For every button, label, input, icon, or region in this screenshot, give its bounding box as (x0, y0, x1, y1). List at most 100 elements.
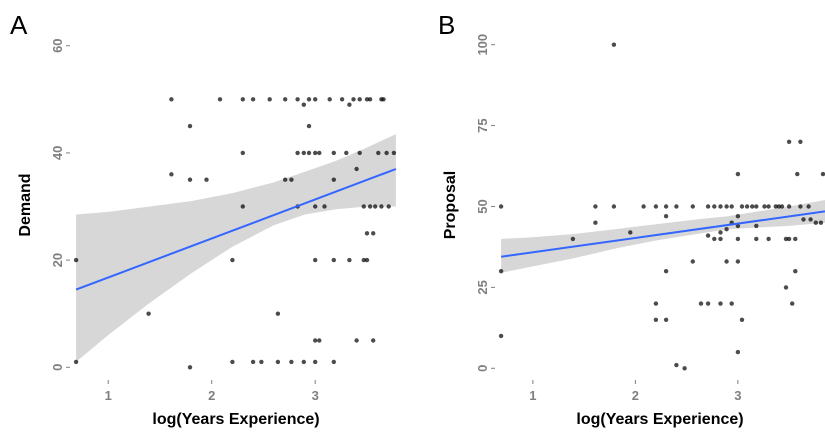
data-point (367, 204, 373, 209)
data-point (744, 204, 750, 209)
data-point (240, 97, 245, 102)
panel-a-x-ticks: 1 2 3 (105, 380, 319, 403)
data-point (391, 150, 397, 156)
data-point (240, 150, 245, 156)
x-tick-label: 2 (208, 388, 215, 403)
data-point (570, 236, 576, 242)
data-point (384, 150, 389, 156)
data-point (230, 257, 235, 263)
data-point (786, 139, 792, 144)
data-point (344, 150, 349, 156)
data-point (376, 150, 381, 156)
panel-b-confidence-band (501, 200, 825, 273)
regression-line (75, 168, 397, 291)
data-point (653, 301, 659, 306)
data-point (230, 359, 235, 365)
data-point (724, 227, 729, 232)
data-point (283, 97, 288, 102)
data-point (786, 204, 792, 209)
data-point (187, 365, 193, 370)
data-point (718, 230, 723, 235)
data-point (762, 204, 767, 209)
data-point (712, 204, 717, 209)
data-point (364, 257, 370, 263)
data-point (322, 204, 327, 209)
data-point (364, 97, 370, 102)
data-point (611, 42, 617, 47)
panel-b-x-ticks: 1 2 3 (529, 380, 741, 403)
data-point (754, 204, 759, 209)
data-point (779, 204, 785, 209)
panel-b-fit (500, 210, 825, 258)
data-point (275, 359, 281, 365)
data-point (169, 97, 174, 102)
y-tick-label: 75 (475, 118, 490, 132)
panel-b-letter: B (438, 10, 455, 40)
data-point (705, 204, 711, 209)
data-point (682, 366, 687, 371)
data-point (364, 231, 370, 236)
data-point (798, 204, 803, 209)
data-point (313, 97, 318, 102)
panel-a-y-ticks: 0 20 40 60 (50, 38, 70, 371)
data-point (735, 171, 741, 177)
data-point (735, 223, 741, 229)
data-point (289, 177, 294, 182)
confidence-band (76, 134, 396, 362)
data-point (820, 171, 825, 177)
panel-a-y-axis-title: Demand (17, 173, 34, 236)
y-tick-label: 0 (50, 364, 65, 371)
data-point (351, 97, 356, 102)
data-point (386, 204, 391, 209)
data-point (357, 97, 362, 102)
x-tick-label: 3 (312, 388, 319, 403)
data-point (766, 204, 771, 209)
y-tick-label: 25 (475, 280, 490, 294)
data-point (712, 236, 717, 242)
data-point (339, 97, 345, 102)
regression-line (500, 210, 825, 258)
data-point (783, 236, 789, 242)
data-point (690, 259, 695, 264)
data-point (283, 177, 288, 182)
y-tick-label: 100 (475, 34, 490, 56)
y-tick-label: 40 (50, 146, 65, 160)
data-point (795, 171, 800, 177)
data-point (367, 97, 373, 102)
data-point (301, 150, 306, 156)
data-point (317, 150, 322, 156)
data-point (806, 204, 811, 209)
data-point (371, 338, 376, 343)
data-point (724, 204, 729, 209)
data-point (331, 177, 336, 182)
data-point (295, 150, 300, 156)
data-point (317, 338, 322, 343)
data-point (331, 150, 336, 156)
data-point (766, 236, 771, 242)
data-point (498, 204, 504, 209)
data-point (354, 338, 359, 343)
data-point (593, 220, 598, 225)
data-point (611, 204, 617, 209)
data-point (306, 150, 312, 156)
data-point (347, 102, 352, 107)
data-point (593, 204, 598, 209)
panel-a-confidence-band (76, 134, 396, 362)
data-point (813, 220, 818, 225)
data-point (301, 359, 306, 365)
data-point (698, 301, 704, 306)
data-point (739, 204, 745, 209)
data-point (354, 166, 359, 172)
data-point (735, 236, 741, 242)
x-tick-label: 1 (529, 388, 536, 403)
data-point (275, 311, 281, 316)
data-point (313, 359, 318, 365)
data-point (674, 204, 679, 209)
panel-a: A 1 2 3 0 20 40 60 log(Years Experience) Dema… (10, 10, 397, 428)
y-tick-label: 50 (475, 199, 490, 213)
y-tick-label: 60 (50, 38, 65, 52)
data-point (498, 333, 504, 339)
data-point (331, 359, 336, 365)
x-tick-label: 3 (734, 388, 741, 403)
